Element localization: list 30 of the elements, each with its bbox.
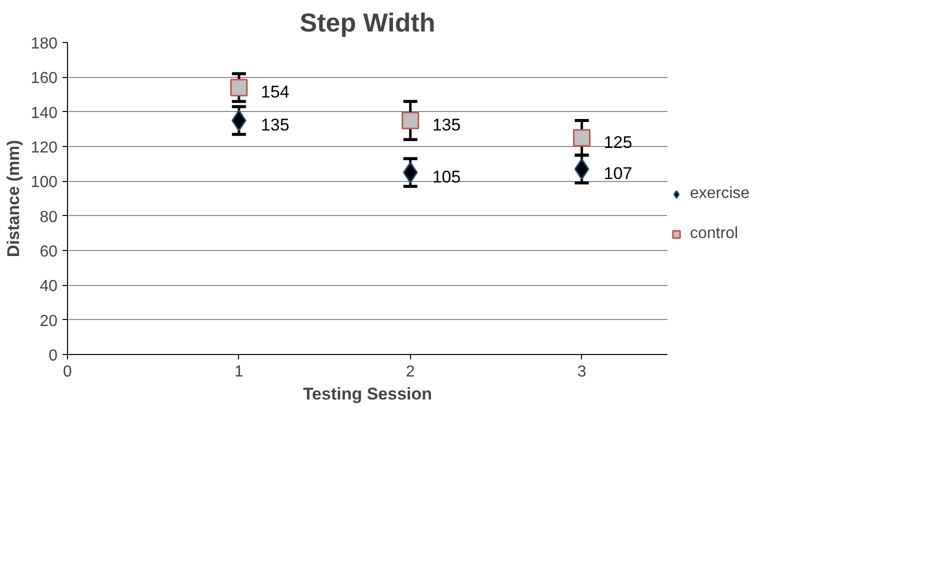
data-label: 154 bbox=[260, 82, 290, 102]
data-label: 105 bbox=[432, 168, 461, 186]
y-tick-label: 120 bbox=[30, 140, 58, 156]
legend-label: control bbox=[690, 225, 738, 243]
point bbox=[402, 162, 418, 184]
x-tick-label: 2 bbox=[406, 364, 415, 380]
y-tick-label: 180 bbox=[30, 36, 58, 52]
data-label: 135 bbox=[260, 116, 290, 134]
y-tick-label: 60 bbox=[40, 244, 58, 260]
point bbox=[230, 78, 248, 96]
x-tick-label: 1 bbox=[234, 364, 244, 380]
y-tick-label: 160 bbox=[30, 70, 58, 88]
y-tick-label: 100 bbox=[30, 174, 58, 192]
data-label: 107 bbox=[604, 164, 632, 184]
point bbox=[574, 158, 590, 180]
y-tick-label: 80 bbox=[40, 208, 58, 226]
point bbox=[402, 112, 420, 130]
y-tick-label: 20 bbox=[40, 312, 58, 330]
data-label: 125 bbox=[604, 132, 632, 152]
y-tick-label: 0 bbox=[48, 348, 58, 364]
chart-title: Step Width bbox=[300, 8, 436, 38]
legend-label: exercise bbox=[690, 185, 750, 203]
data-label: 135 bbox=[432, 116, 461, 134]
y-tick-label: 140 bbox=[30, 104, 58, 122]
x-tick-label: 3 bbox=[577, 364, 586, 380]
y-tick-label: 40 bbox=[40, 278, 58, 296]
point bbox=[573, 129, 591, 147]
x-axis-title: Testing Session bbox=[302, 384, 432, 404]
x-tick-label: 0 bbox=[63, 364, 72, 380]
y-axis-title: Distance (mm) bbox=[4, 140, 23, 258]
